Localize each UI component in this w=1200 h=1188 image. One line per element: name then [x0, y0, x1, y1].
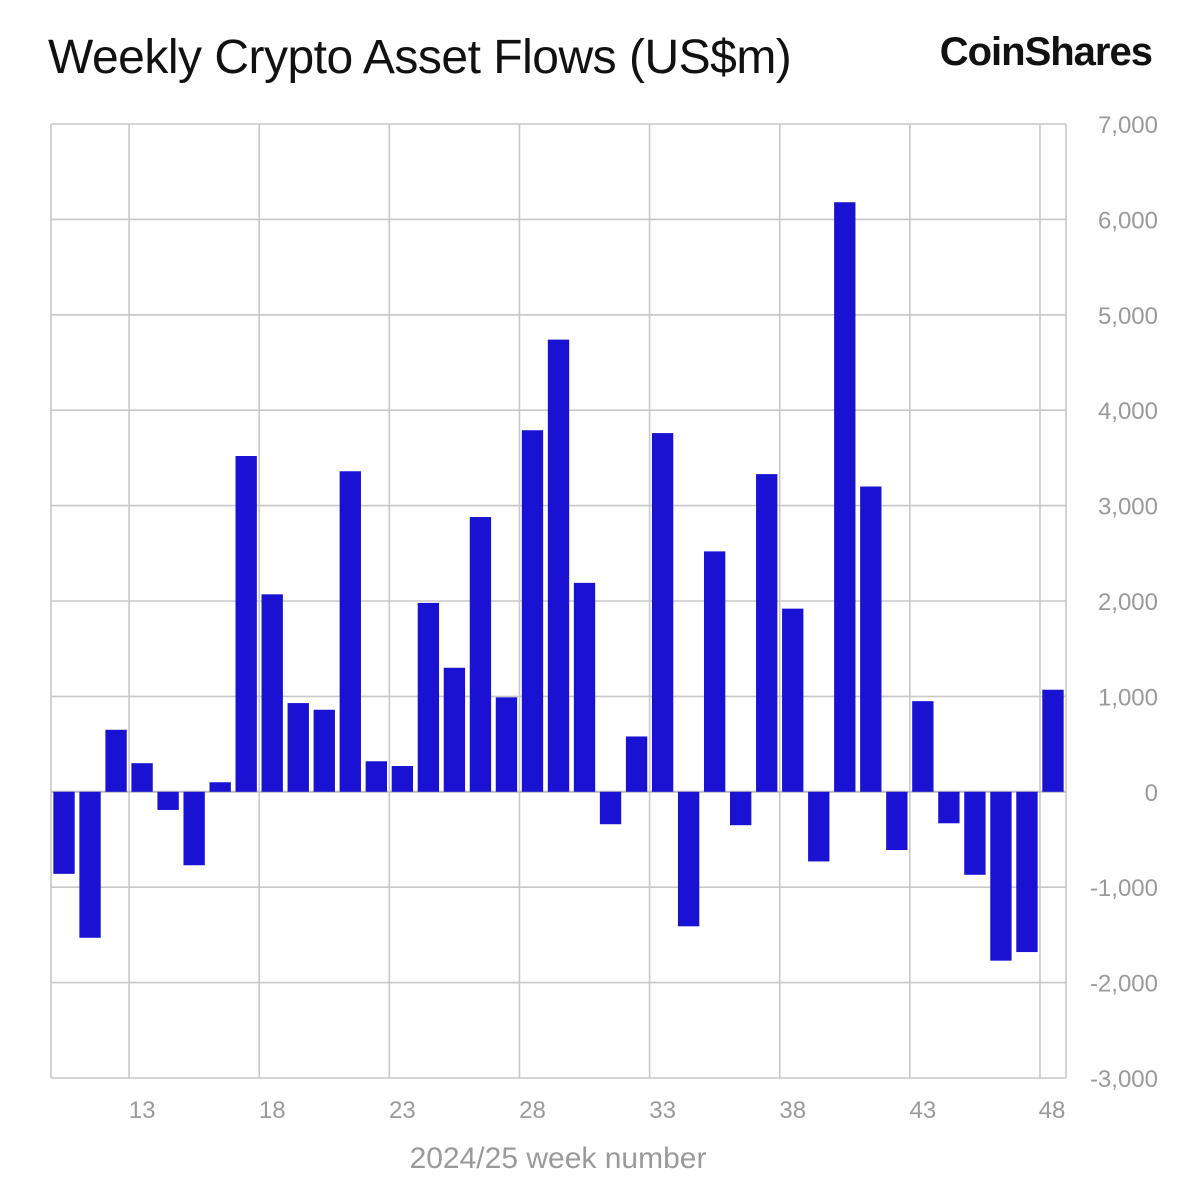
- bar-week-23: [391, 766, 414, 792]
- bar-week-17: [235, 455, 257, 792]
- bar-week-39: [808, 791, 830, 862]
- y-tick-label: 6,000: [1098, 207, 1158, 234]
- y-tick-label: 3,000: [1098, 494, 1158, 521]
- bar-week-30: [573, 582, 596, 792]
- brand-logo: CoinShares: [939, 30, 1153, 74]
- y-tick-label: 1,000: [1098, 684, 1158, 711]
- bar-week-37: [756, 474, 778, 792]
- x-tick-label: 13: [129, 1097, 156, 1124]
- x-axis-ticks: 13 18 23 28 33 38 43 48: [129, 1097, 1066, 1124]
- bar-week-18: [261, 594, 283, 792]
- bar-week-34: [677, 791, 700, 927]
- x-tick-label: 23: [389, 1097, 416, 1124]
- bar-week-46: [990, 791, 1012, 961]
- y-tick-label: 4,000: [1098, 398, 1158, 425]
- bar-week-38: [782, 608, 804, 792]
- bar-week-26: [469, 517, 492, 792]
- bar-week-42: [886, 791, 908, 850]
- bar-week-44: [938, 791, 960, 824]
- bars: [53, 202, 1064, 961]
- bar-week-48: [1042, 689, 1064, 792]
- bar-week-13: [131, 763, 153, 792]
- y-tick-label: -1,000: [1090, 875, 1158, 902]
- y-tick-label: -2,000: [1090, 971, 1158, 998]
- bar-week-22: [365, 761, 387, 792]
- y-tick-label: 0: [1145, 780, 1158, 807]
- x-tick-label: 48: [1039, 1097, 1066, 1124]
- bar-week-41: [860, 486, 882, 792]
- bar-week-47: [1016, 791, 1038, 953]
- bar-week-16: [209, 782, 231, 792]
- x-tick-label: 18: [259, 1097, 286, 1124]
- bar-week-32: [625, 736, 648, 792]
- bar-week-29: [547, 339, 570, 792]
- bar-week-11: [79, 791, 101, 938]
- y-tick-label: 2,000: [1098, 589, 1158, 616]
- y-tick-label: -3,000: [1090, 1066, 1158, 1093]
- y-tick-label: 7,000: [1098, 112, 1158, 139]
- bar-week-19: [287, 703, 309, 792]
- bar-week-21: [339, 471, 361, 792]
- bar-week-24: [417, 602, 440, 792]
- bar-week-40: [834, 202, 856, 792]
- y-tick-label: 5,000: [1098, 303, 1158, 330]
- bar-week-14: [157, 791, 179, 810]
- y-axis-ticks: 7,000 6,000 5,000 4,000 3,000 2,000 1,000 0 -1,0…: [1090, 112, 1158, 1093]
- bar-week-36: [730, 791, 752, 826]
- x-axis-label: 2024/25 week number: [410, 1142, 707, 1175]
- bar-week-27: [495, 697, 518, 792]
- x-tick-label: 43: [910, 1097, 937, 1124]
- bar-week-20: [313, 709, 335, 792]
- x-tick-label: 38: [779, 1097, 806, 1124]
- bar-week-12: [105, 729, 127, 792]
- bar-week-25: [443, 667, 466, 792]
- bar-week-10: [53, 791, 75, 874]
- x-tick-label: 28: [519, 1097, 546, 1124]
- chart-title: Weekly Crypto Asset Flows (US$m): [48, 31, 792, 84]
- x-tick-label: 33: [649, 1097, 676, 1124]
- bar-week-43: [912, 701, 934, 792]
- bar-week-33: [651, 433, 674, 792]
- bar-week-28: [521, 430, 544, 792]
- bar-week-35: [703, 551, 726, 792]
- bar-week-45: [964, 791, 986, 875]
- bar-week-31: [599, 791, 622, 825]
- bar-week-15: [183, 791, 205, 866]
